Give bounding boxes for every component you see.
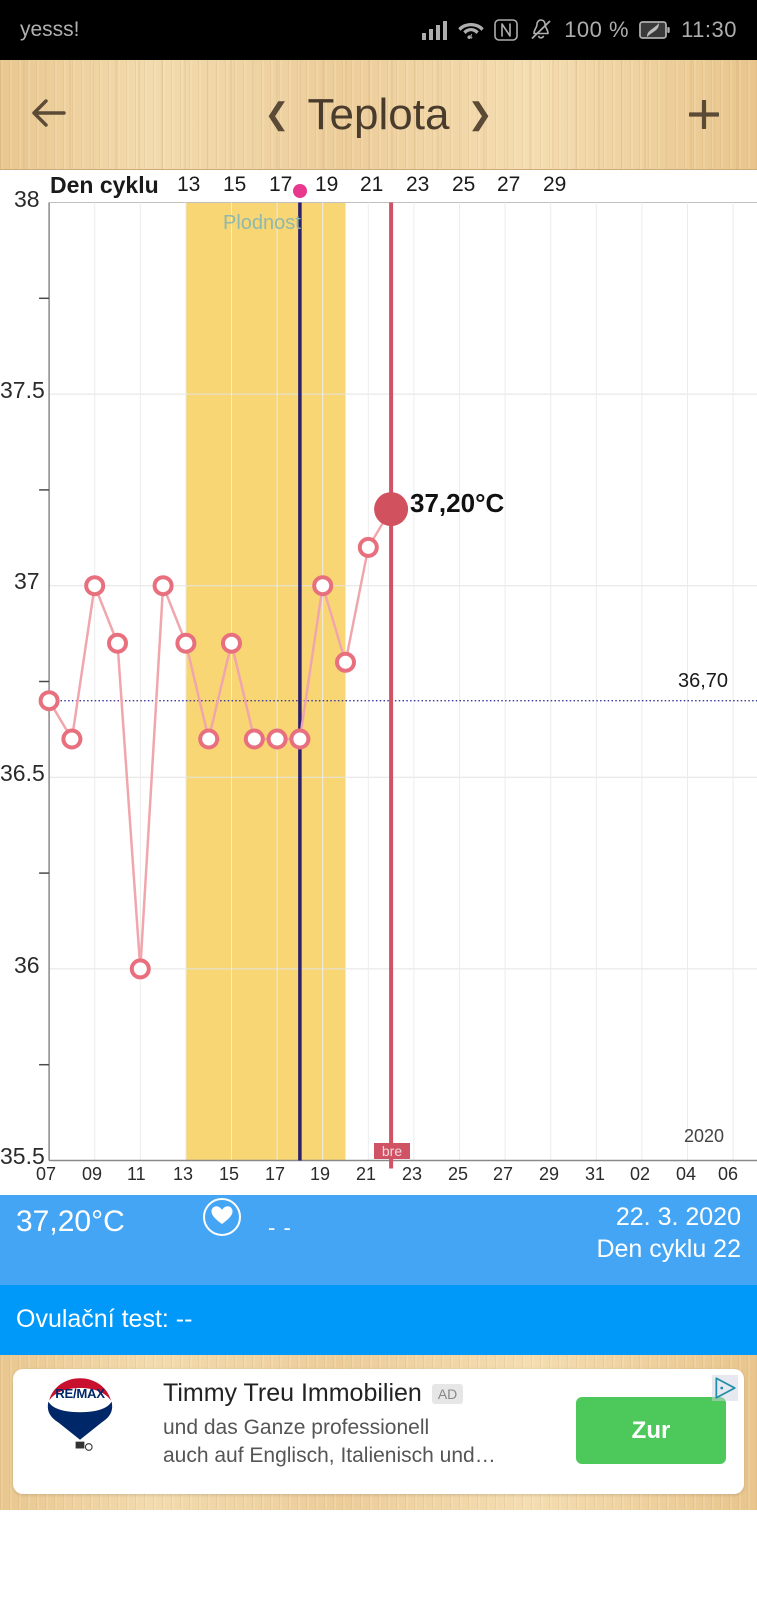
- svg-text:RE/MAX: RE/MAX: [55, 1386, 105, 1401]
- svg-text:4: 4: [469, 34, 473, 40]
